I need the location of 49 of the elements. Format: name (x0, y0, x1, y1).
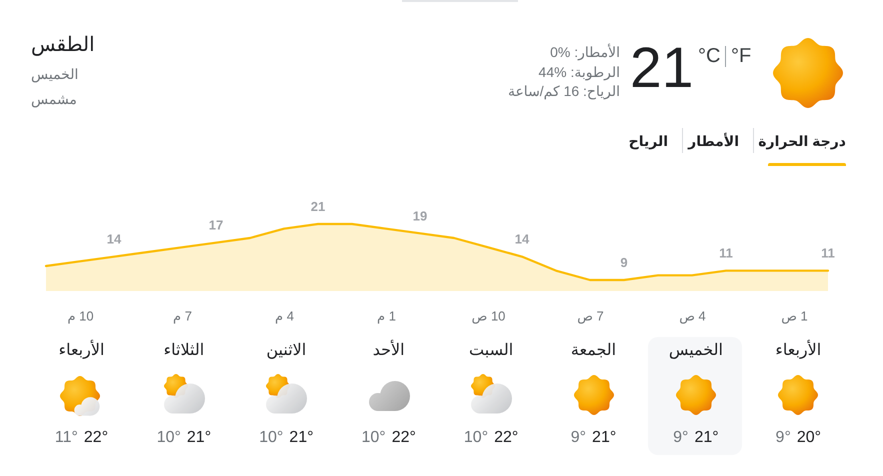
category-label: الأربعاء (58, 341, 104, 360)
text: 10° (361, 428, 386, 447)
text: 21° (694, 428, 719, 447)
data-label: 11 (821, 246, 835, 261)
category-label: السبت (469, 341, 514, 360)
data-label: 11 (719, 246, 733, 261)
text: 9° (776, 428, 791, 447)
x-tick-label: 4 م (275, 308, 294, 324)
text: 21 (630, 36, 694, 100)
text: الخميس (31, 66, 78, 83)
category-label: الأحد (372, 341, 405, 360)
data-label: 19 (412, 208, 428, 224)
text: 21° (289, 428, 314, 447)
category-label: الاثنين (266, 341, 306, 360)
text: 21° (186, 428, 212, 447)
x-tick-label: 7 م (173, 308, 192, 324)
text: 22° (392, 428, 416, 447)
category-label: الجمعة (570, 341, 616, 360)
data-label: 21 (310, 199, 326, 214)
category-label: الخميس (668, 341, 723, 360)
text: مشمس (31, 91, 77, 108)
data-label: 14 (106, 232, 122, 247)
text: درجة الحرارة (758, 132, 846, 150)
text: 9° (673, 428, 688, 447)
text: 10° (464, 428, 488, 447)
x-tick-label: 10 م (67, 308, 94, 324)
text: 22° (494, 428, 518, 447)
text: 10° (259, 428, 284, 447)
text: °C (698, 44, 720, 68)
x-tick-label: 1 م (377, 308, 396, 324)
text: الطقس (31, 33, 95, 57)
category-label: الثلاثاء (164, 341, 204, 360)
data-label: 14 (514, 232, 530, 247)
text: 10° (156, 428, 181, 447)
data-label: 9 (620, 255, 628, 270)
x-tick-label: 1 ص (781, 308, 808, 324)
text: 22° (84, 428, 108, 447)
text: 20° (796, 428, 822, 447)
text: الرياح (628, 132, 668, 150)
x-tick-label: 7 ص (577, 308, 604, 324)
text: °F (731, 44, 752, 68)
text: الأمطار (688, 132, 739, 150)
category-label: الأربعاء (775, 341, 822, 360)
x-tick-label: 4 ص (679, 308, 706, 324)
text: 9° (570, 428, 586, 447)
text: 21° (592, 428, 616, 447)
x-tick-label: 10 ص (472, 308, 506, 324)
data-label: 17 (208, 218, 224, 233)
text: 11° (54, 428, 78, 447)
